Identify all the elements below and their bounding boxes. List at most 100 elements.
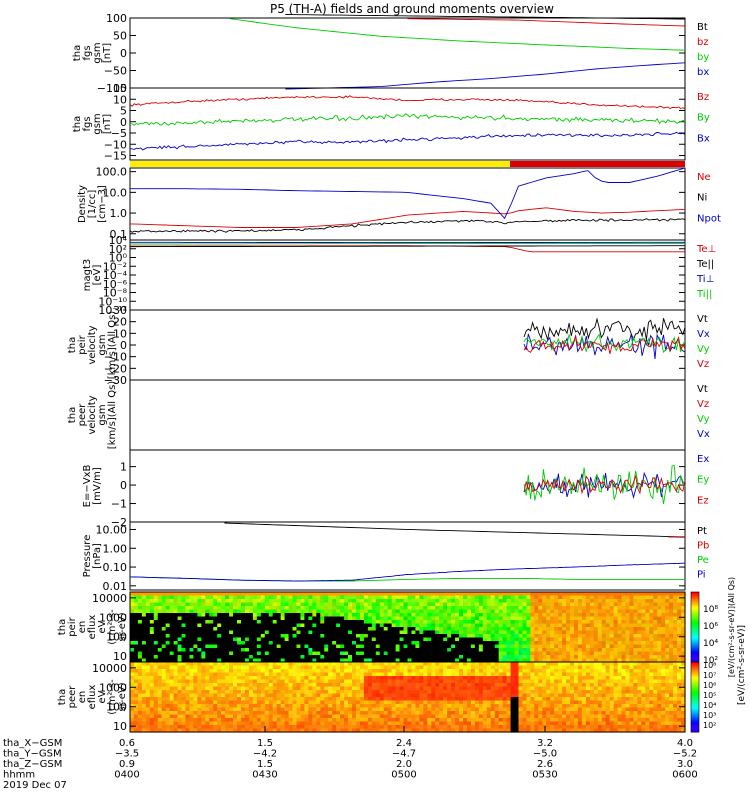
heat-cell [447, 697, 452, 702]
heat-cell [149, 718, 155, 723]
heat-cell [371, 697, 377, 702]
heat-cell [383, 616, 389, 621]
heat-cell [502, 718, 508, 723]
heat-cell [478, 700, 484, 705]
heat-cell [411, 669, 417, 674]
heat-cell [264, 679, 270, 684]
heat-cell [268, 602, 274, 607]
heat-cell [272, 676, 278, 681]
y-axis-label-line: [1/cc] [87, 190, 98, 219]
heat-cell [181, 714, 187, 719]
heat-cell [193, 711, 198, 716]
heat-cell [466, 602, 472, 607]
heat-cell [391, 718, 397, 723]
heat-cell [482, 718, 488, 723]
heat-cell [244, 655, 250, 660]
heat-cell [514, 679, 520, 684]
heat-cell [153, 700, 159, 705]
heat-cell [423, 690, 428, 695]
heat-cell [268, 707, 274, 712]
heat-cell [463, 616, 468, 621]
heat-cell [153, 669, 159, 674]
heat-cell [248, 662, 254, 667]
heat-cell [272, 665, 278, 670]
heat-cell [506, 711, 512, 716]
heat-cell [260, 683, 266, 688]
mode-bar-fast [510, 161, 685, 167]
heat-cell [320, 690, 325, 695]
heat-cell [371, 613, 377, 618]
heat-cell [383, 665, 389, 670]
heat-cell [316, 644, 321, 649]
heat-cell [221, 648, 226, 653]
heat-cell [304, 623, 309, 628]
heat-cell [383, 606, 389, 611]
heat-cell [669, 613, 674, 618]
heat-cell [181, 602, 187, 607]
heat-cell [427, 679, 432, 684]
heat-cell [522, 634, 528, 639]
heat-cell [439, 651, 444, 656]
heat-cell [423, 662, 428, 667]
heat-cell [577, 637, 583, 642]
heat-cell [427, 728, 432, 733]
heat-cell [673, 609, 678, 614]
heat-cell [336, 718, 341, 723]
heat-cell [530, 641, 535, 646]
heat-cell [562, 655, 567, 660]
heat-cell [225, 683, 230, 688]
heat-cell [304, 686, 309, 691]
heat-cell [165, 637, 171, 642]
heat-cell [130, 592, 135, 597]
heat-cell [375, 690, 381, 695]
heat-cell [597, 634, 603, 639]
heat-cell [486, 718, 492, 723]
heat-cell [637, 602, 642, 607]
y-axis-label-line: gsm [97, 334, 108, 355]
heat-cell [653, 658, 658, 663]
heat-cell [427, 641, 432, 646]
heat-cell [328, 686, 333, 691]
heat-cell [332, 606, 337, 611]
heat-cell [387, 714, 393, 719]
heat-cell [209, 630, 214, 635]
heat-cell [193, 606, 198, 611]
heat-cell [558, 627, 563, 632]
heat-cell [530, 620, 535, 625]
heat-cell [225, 679, 230, 684]
heat-cell [252, 725, 258, 730]
heat-cell [288, 630, 294, 635]
heat-cell [665, 634, 670, 639]
heat-cell [256, 599, 262, 604]
heat-cell [344, 616, 349, 621]
heat-cell [482, 676, 488, 681]
heat-cell [391, 609, 397, 614]
heat-cell [137, 714, 143, 719]
heat-cell [316, 658, 321, 663]
heat-cell [403, 599, 409, 604]
heat-cell [451, 728, 456, 733]
heat-cell [130, 693, 135, 698]
heat-cell [157, 683, 163, 688]
heat-cell [585, 655, 591, 660]
heat-cell [470, 697, 476, 702]
heat-cell [332, 616, 337, 621]
heat-cell [629, 602, 635, 607]
heat-cell [292, 683, 298, 688]
heat-cell [288, 665, 294, 670]
heat-cell [225, 648, 230, 653]
heat-cell [451, 613, 456, 618]
heat-cell [641, 623, 646, 628]
heat-cell [133, 725, 139, 730]
heat-cell [375, 606, 381, 611]
heat-cell [562, 648, 567, 653]
heat-cell [653, 627, 658, 632]
heat-cell [621, 627, 627, 632]
heat-cell [506, 630, 512, 635]
heat-cell [201, 658, 206, 663]
heat-cell [304, 665, 309, 670]
heat-cell [320, 707, 325, 712]
heat-cell [260, 707, 266, 712]
heat-cell [605, 606, 611, 611]
